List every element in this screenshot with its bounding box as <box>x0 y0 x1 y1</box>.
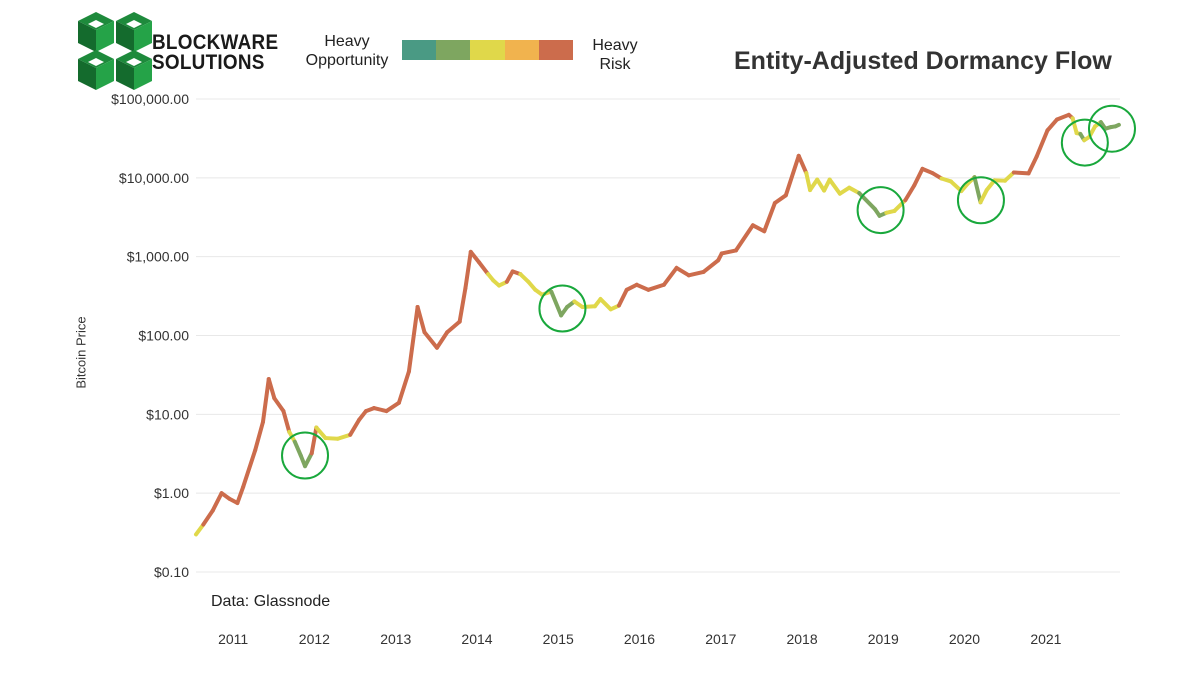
price-line-segment <box>974 177 980 202</box>
price-line-segment <box>418 307 425 332</box>
y-tick-label: $1,000.00 <box>127 249 189 265</box>
x-tick-label: 2016 <box>624 631 655 647</box>
price-line-segment <box>269 379 275 398</box>
y-tick-label: $10,000.00 <box>119 170 189 186</box>
price-line-segment <box>263 379 269 422</box>
price-line-segment <box>237 487 243 503</box>
price-line-segment <box>479 262 488 274</box>
price-line-segment <box>619 290 627 306</box>
price-line-segment <box>424 332 436 347</box>
price-line-segment <box>460 288 466 322</box>
x-tick-label: 2017 <box>705 631 736 647</box>
y-axis-label: Bitcoin Price <box>74 308 89 398</box>
highlight-circle <box>282 433 328 479</box>
price-line-segment <box>689 272 704 275</box>
price-line-segment <box>465 252 470 288</box>
price-line-segment <box>203 511 212 525</box>
price-line-segment <box>386 403 398 411</box>
x-tick-label: 2020 <box>949 631 980 647</box>
price-line-segment <box>551 292 561 316</box>
price-line-segment <box>274 398 283 411</box>
x-tick-label: 2019 <box>868 631 899 647</box>
price-line-segment <box>1047 119 1057 130</box>
price-line-segment <box>830 180 840 194</box>
x-tick-label: 2018 <box>786 631 817 647</box>
y-tick-label: $1.00 <box>154 485 189 501</box>
price-line-segment <box>914 169 922 186</box>
price-line-segment <box>213 493 222 510</box>
x-tick-label: 2012 <box>299 631 330 647</box>
price-line-segment <box>312 428 317 454</box>
price-line-segment <box>1014 172 1029 173</box>
price-line-segment <box>786 156 799 195</box>
price-line-segment <box>980 190 986 202</box>
x-tick-label: 2013 <box>380 631 411 647</box>
price-line-segment <box>799 156 807 173</box>
source-note: Data: Glassnode <box>211 593 330 611</box>
highlight-circle <box>539 286 585 332</box>
price-line-segment <box>350 420 359 435</box>
price-line-segment <box>399 371 409 402</box>
price-line-segment <box>1037 130 1048 156</box>
highlight-circle <box>1062 120 1108 166</box>
price-line-segment <box>722 250 736 253</box>
price-line-segment <box>703 260 718 272</box>
price-line-segment <box>905 185 914 200</box>
price-line-segment <box>409 307 418 371</box>
x-tick-label: 2021 <box>1030 631 1061 647</box>
price-line-segment <box>1116 125 1119 126</box>
price-line-segment <box>447 322 459 333</box>
price-line-segment <box>664 268 677 285</box>
x-tick-label: 2015 <box>543 631 574 647</box>
price-line-segment <box>600 299 610 309</box>
price-line-segment <box>1029 157 1037 174</box>
x-tick-label: 2014 <box>461 631 492 647</box>
x-tick-label: 2011 <box>218 631 248 647</box>
y-tick-label: $10.00 <box>146 406 189 422</box>
y-tick-label: $100.00 <box>138 328 189 344</box>
y-tick-label: $0.10 <box>154 564 189 580</box>
price-line-segment <box>305 453 312 466</box>
price-line-segment <box>736 225 753 250</box>
price-line-segment <box>437 332 447 347</box>
price-line-segment <box>243 450 255 487</box>
price-line-segment <box>255 422 263 450</box>
y-tick-label: $100,000.00 <box>111 91 189 107</box>
price-line-segment <box>764 203 775 231</box>
price-line-segment <box>295 442 301 456</box>
price-line-segment <box>648 285 664 290</box>
price-line-segment <box>677 268 689 275</box>
